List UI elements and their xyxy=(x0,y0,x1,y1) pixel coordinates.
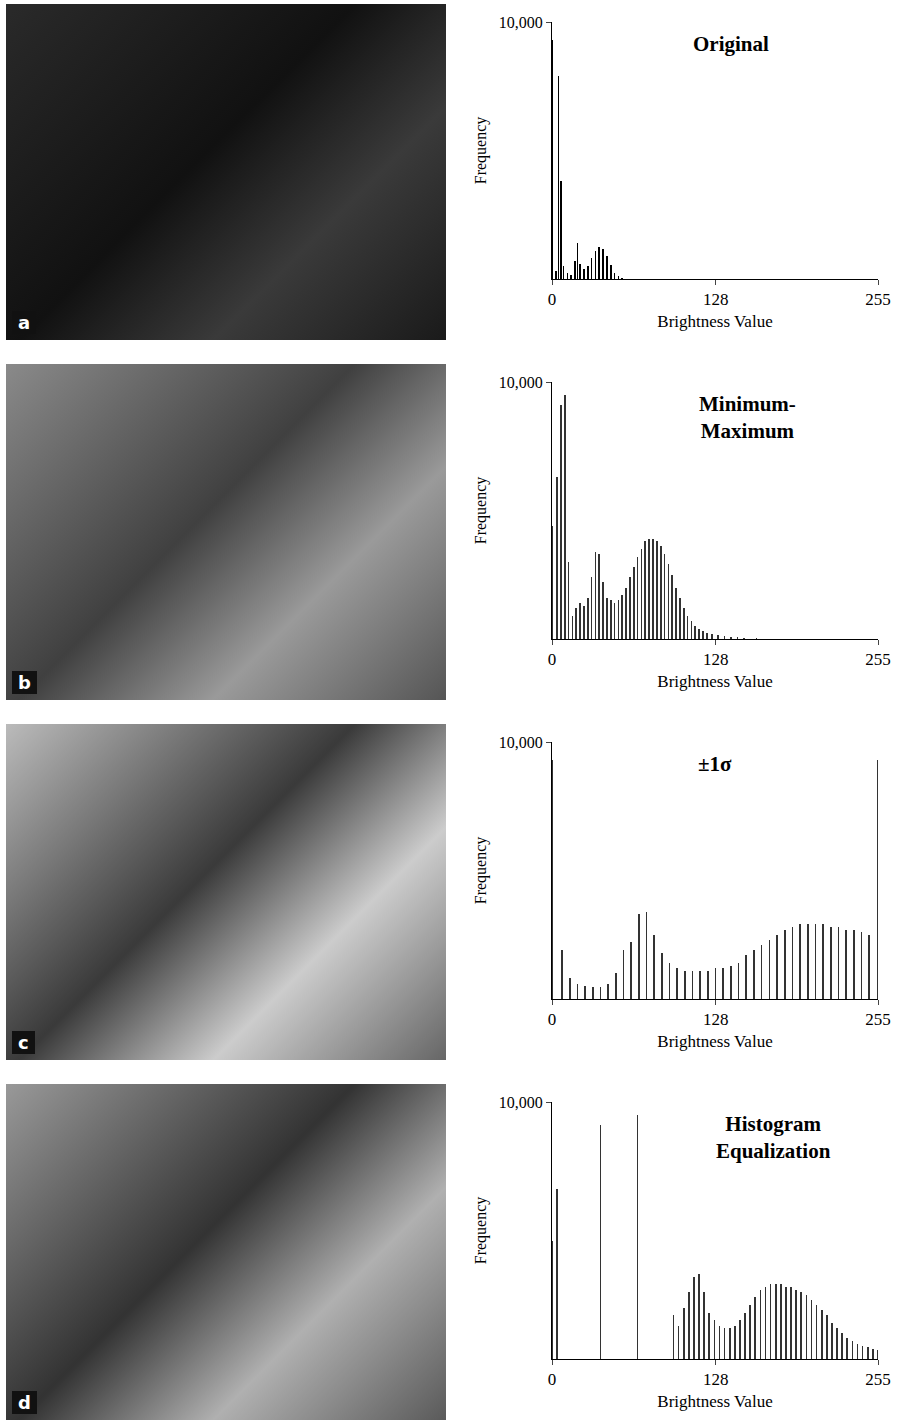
svg-text:128: 128 xyxy=(703,290,729,309)
svg-text:±1σ: ±1σ xyxy=(698,752,732,776)
svg-text:255: 255 xyxy=(865,1010,891,1029)
svg-text:10,000: 10,000 xyxy=(499,734,543,751)
html-text:c: c xyxy=(18,1032,29,1053)
svg-text:Frequency: Frequency xyxy=(472,477,490,545)
svg-text:0: 0 xyxy=(548,650,557,669)
svg-text:0: 0 xyxy=(548,290,557,309)
svg-text:0: 0 xyxy=(548,1010,557,1029)
html-text:d: d xyxy=(18,1392,31,1413)
svg-text:255: 255 xyxy=(865,650,891,669)
svg-text:Brightness Value: Brightness Value xyxy=(657,1032,772,1051)
svg-text:Brightness Value: Brightness Value xyxy=(657,312,772,331)
svg-text:255: 255 xyxy=(865,1370,891,1389)
svg-text:Brightness Value: Brightness Value xyxy=(657,1392,772,1411)
svg-text:10,000: 10,000 xyxy=(499,1094,543,1111)
svg-text:Original: Original xyxy=(693,32,769,56)
svg-text:Frequency: Frequency xyxy=(472,1197,490,1265)
svg-text:10,000: 10,000 xyxy=(499,14,543,31)
svg-text:HistogramEqualization: HistogramEqualization xyxy=(716,1112,831,1163)
svg-text:Brightness Value: Brightness Value xyxy=(657,672,772,691)
svg-text:Minimum-Maximum: Minimum-Maximum xyxy=(699,392,796,443)
html-text:a: a xyxy=(18,312,31,333)
svg-text:10,000: 10,000 xyxy=(499,374,543,391)
svg-text:255: 255 xyxy=(865,290,891,309)
svg-text:Frequency: Frequency xyxy=(472,837,490,905)
html-text:b: b xyxy=(18,672,31,693)
svg-text:128: 128 xyxy=(703,650,729,669)
svg-text:128: 128 xyxy=(703,1370,729,1389)
svg-text:0: 0 xyxy=(548,1370,557,1389)
svg-text:128: 128 xyxy=(703,1010,729,1029)
svg-text:Frequency: Frequency xyxy=(472,117,490,185)
